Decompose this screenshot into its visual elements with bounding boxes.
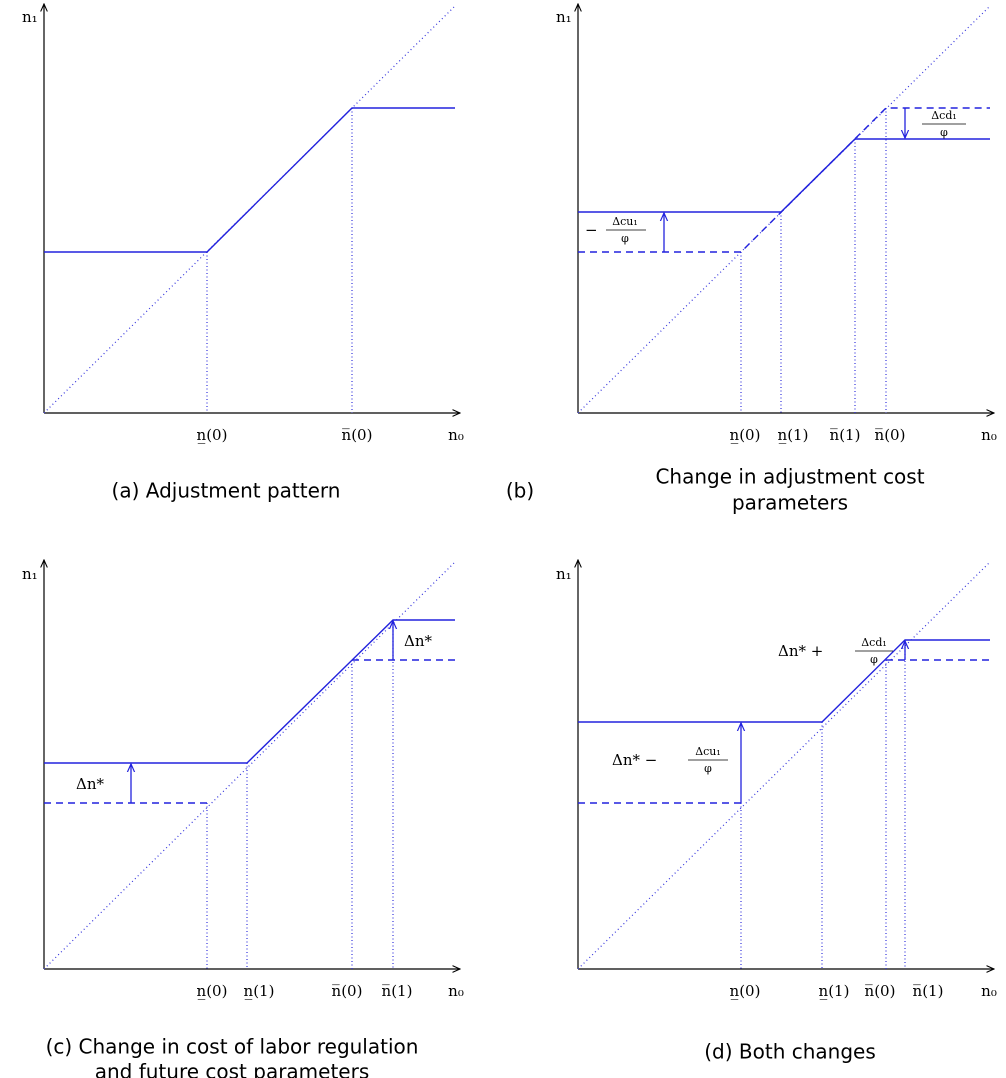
tick: n̅(0): [875, 426, 906, 444]
caption: (c) Change in cost of labor regulation: [46, 1035, 419, 1059]
tick: n̲(0): [197, 426, 228, 444]
tick: n̅(1): [382, 982, 413, 1000]
annotation-prefix: Δn* −: [612, 751, 657, 769]
panel-c: Δn* Δn* n₁ n₀ n̲(0) n̲(1) n̅(0) n̅(1) (c…: [22, 560, 464, 1078]
y-label: n₁: [556, 8, 572, 26]
new-policy-line: [44, 619, 455, 764]
annotation: Δn*: [404, 632, 432, 650]
tick: n̅(1): [830, 426, 861, 444]
y-label: n₁: [556, 565, 572, 583]
tick: n̲(0): [197, 982, 228, 1000]
caption: (a) Adjustment pattern: [112, 479, 341, 503]
panel-b: − Δcu₁ φ Δcd₁ φ n₁ n₀ n̲(0) n̲(1) n̅(1) …: [506, 4, 997, 515]
tick: n̅(0): [332, 982, 363, 1000]
tick: n̅(0): [865, 982, 896, 1000]
denominator: φ: [621, 232, 629, 245]
tick: n̅(1): [913, 982, 944, 1000]
annotation-sign: −: [585, 221, 598, 239]
tick: n̲(0): [730, 426, 761, 444]
y-label: n₁: [22, 8, 38, 26]
policy-line: [44, 107, 455, 253]
x-label: n₀: [448, 426, 464, 444]
tick: n̲(0): [730, 982, 761, 1000]
x-label: n₀: [981, 426, 997, 444]
tick: n̅(0): [342, 426, 373, 444]
denominator: φ: [870, 653, 878, 666]
numerator: Δcu₁: [612, 215, 638, 228]
denominator: φ: [940, 126, 948, 139]
x-label: n₀: [448, 982, 464, 1000]
diagonal: [577, 5, 991, 414]
denominator: φ: [704, 762, 712, 775]
annotation: Δn*: [76, 775, 104, 793]
diagonal: [43, 561, 456, 970]
diagonal: [577, 561, 991, 970]
caption: Change in adjustment cost: [655, 465, 924, 489]
new-policy-line: [578, 138, 990, 213]
caption: (d) Both changes: [704, 1040, 876, 1064]
tick: n̲(1): [819, 982, 850, 1000]
annotation-prefix: Δn* +: [778, 642, 823, 660]
tick: n̲(1): [778, 426, 809, 444]
caption: and future cost parameters: [95, 1060, 370, 1078]
caption: parameters: [732, 491, 848, 515]
new-policy-line: [578, 639, 990, 723]
x-label: n₀: [981, 982, 997, 1000]
numerator: Δcd₁: [931, 109, 957, 122]
tick: n̲(1): [244, 982, 275, 1000]
caption-label: (b): [506, 479, 534, 503]
numerator: Δcu₁: [695, 745, 721, 758]
y-label: n₁: [22, 565, 38, 583]
numerator: Δcd₁: [861, 636, 887, 649]
panel-a: n₁ n₀ n̲(0) n̅(0) (a) Adjustment pattern: [22, 4, 464, 503]
panel-d: Δn* − Δcu₁ φ Δn* + Δcd₁ φ n₁ n₀ n̲(0) n̲…: [556, 560, 997, 1064]
diagonal: [43, 5, 456, 414]
